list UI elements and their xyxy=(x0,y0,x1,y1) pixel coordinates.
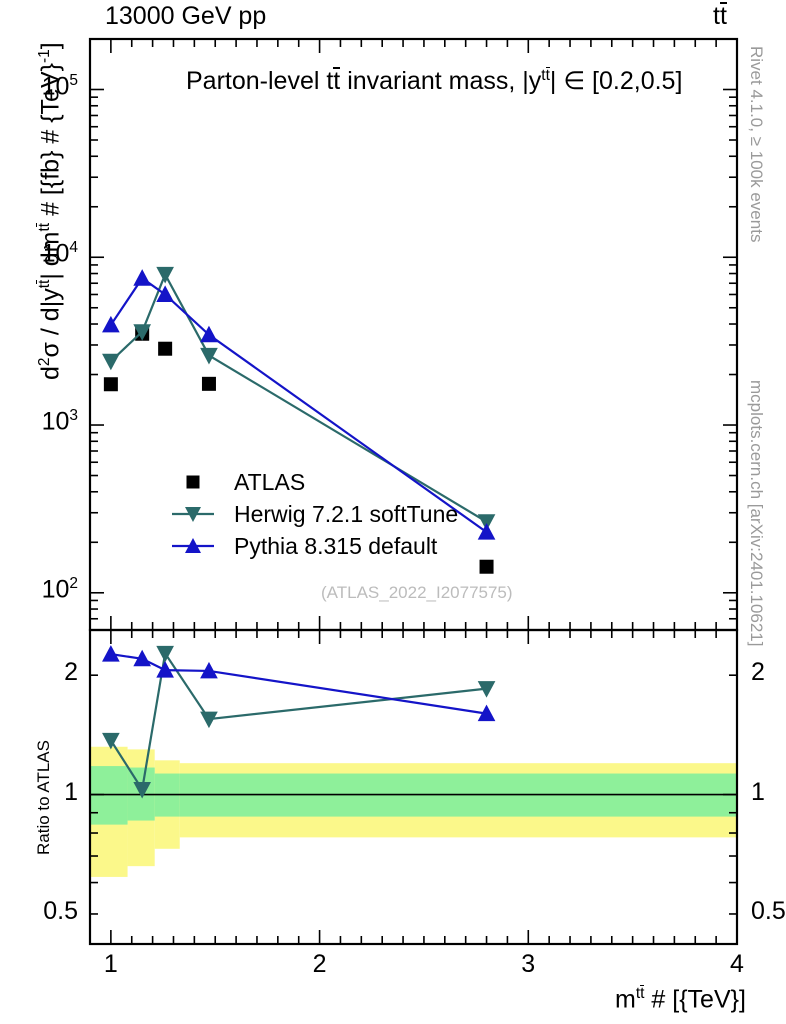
mcplots-source-note: mcplots.cern.ch [arXiv:2401.10621] xyxy=(747,380,766,647)
plot-title: Parton-level tt invariant mass, |ytt| ∈ … xyxy=(186,66,682,96)
y-tick-label-ratio-left: 1 xyxy=(64,777,78,806)
ratio-band-inner xyxy=(154,773,180,817)
datapoint-ratio xyxy=(133,649,152,667)
datapoint-main xyxy=(200,325,218,343)
datapoint-ratio xyxy=(200,661,218,679)
x-axis-label: mtt # [{TeV}] xyxy=(615,985,746,1014)
datapoint-main xyxy=(158,341,173,356)
datapoint-main xyxy=(102,353,120,371)
x-tick-label: 1 xyxy=(103,950,118,978)
plot-title-post: | ∈ [0.2,0.5] xyxy=(549,67,683,95)
y-tick-label-main: 103 xyxy=(41,407,78,436)
legend-item-herwig[interactable]: Herwig 7.2.1 softTune xyxy=(170,498,458,530)
y-tick-label-ratio-right: 2 xyxy=(751,658,765,687)
legend-label: Pythia 8.315 default xyxy=(234,532,438,559)
series-line-ratio xyxy=(109,650,487,793)
y-tick-label-ratio-left: 2 xyxy=(64,658,78,687)
legend-marker-triangle-down xyxy=(172,507,214,522)
datapoint-ratio xyxy=(156,661,174,678)
y-tick-label-ratio-right: 1 xyxy=(751,777,765,806)
datapoint-main xyxy=(156,285,174,302)
datapoint-main xyxy=(135,326,150,341)
datapoint-ratio xyxy=(477,681,496,698)
x-tick-label: 3 xyxy=(521,950,536,978)
ratio-band-outer xyxy=(179,763,737,838)
datapoint-ratio xyxy=(200,711,218,729)
y-tick-label-ratio-right: 0.5 xyxy=(751,896,786,925)
legend: ATLAS Herwig 7.2.1 softTune Pythia 8.315 d… xyxy=(170,466,458,562)
ratio-panel-frame xyxy=(88,628,739,946)
legend-item-pythia[interactable]: Pythia 8.315 default xyxy=(170,530,458,562)
datapoint-ratio xyxy=(102,732,120,750)
ratio-band-inner xyxy=(127,767,155,821)
datapoint-ratio xyxy=(133,781,152,799)
ratio-band-inner xyxy=(90,766,128,825)
x-tick-label: 2 xyxy=(312,950,327,978)
datapoint-main xyxy=(477,523,496,540)
plot-title-mid: invariant mass, |y xyxy=(340,67,542,95)
legend-marker-square xyxy=(186,475,200,489)
datapoint-ratio xyxy=(477,704,496,722)
y-tick-label-main: 102 xyxy=(41,574,78,604)
legend-label: Herwig 7.2.1 softTune xyxy=(234,500,459,527)
y-tick-label-main: 104 xyxy=(41,239,78,268)
legend-item-atlas[interactable]: ATLAS xyxy=(170,466,458,498)
y-tick-label-main: 105 xyxy=(41,71,78,100)
datapoint-main xyxy=(479,559,494,574)
datapoint-main xyxy=(156,266,174,284)
datapoint-ratio xyxy=(156,645,174,663)
datapoint-main xyxy=(133,269,152,286)
analysis-id-watermark: (ATLAS_2022_I2077575) xyxy=(321,583,513,602)
datapoint-main xyxy=(201,376,216,391)
y-tick-label-ratio-left: 0.5 xyxy=(43,896,78,925)
plot-title-pre: Parton-level t xyxy=(186,67,334,95)
plot-title-sup: tt xyxy=(541,66,550,84)
datapoint-main xyxy=(133,324,152,341)
legend-label: ATLAS xyxy=(234,468,306,495)
ratio-band-outer xyxy=(154,760,180,849)
y-axis-label-ratio: Ratio to ATLAS xyxy=(34,740,53,855)
series-line-ratio xyxy=(110,653,487,715)
process-label: tt xyxy=(713,2,727,30)
beam-energy-label: 13000 GeV pp xyxy=(105,2,267,30)
ratio-band-outer xyxy=(90,746,128,877)
ratio-band-outer xyxy=(127,749,155,867)
datapoint-main xyxy=(103,377,118,392)
legend-marker-triangle-up xyxy=(172,538,214,553)
datapoint-main xyxy=(102,315,120,333)
rivet-version-note: Rivet 4.1.0, ≥ 100k events xyxy=(747,46,766,243)
datapoint-main xyxy=(477,514,496,531)
datapoint-main xyxy=(200,347,218,365)
ratio-band-inner xyxy=(179,773,737,817)
x-tick-label: 4 xyxy=(730,950,744,978)
datapoint-ratio xyxy=(102,645,120,662)
